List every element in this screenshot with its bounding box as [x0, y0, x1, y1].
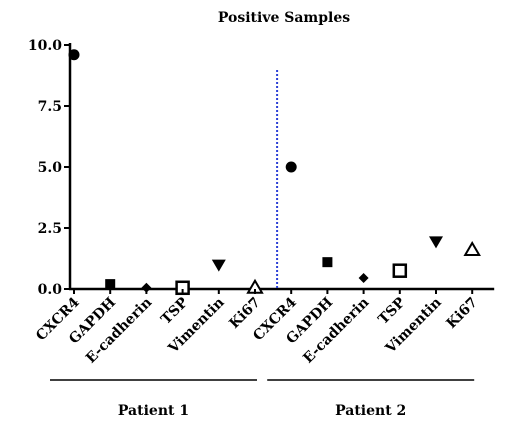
y-tick-label: 5.0: [38, 160, 63, 176]
data-points: [68, 49, 481, 296]
y-tick-label: 10.0: [28, 38, 62, 54]
axes: [68, 43, 495, 291]
y-ticks: 0.0 2.5 5.0 7.5 10.0: [28, 38, 70, 298]
point-tsp-p2: [392, 263, 408, 278]
category-label: Ki67: [444, 295, 481, 332]
point-gapdh-p2: [322, 257, 333, 268]
point-ki67-p2: [463, 240, 481, 256]
y-tick-label: 2.5: [38, 221, 62, 237]
group-label: Patient 2: [335, 403, 406, 419]
point-cxcr4-p2: [285, 161, 297, 173]
point-gapdh-p1: [105, 279, 116, 290]
point-vimentin-p2: [429, 236, 443, 249]
point-e-cadherin-p2: [358, 273, 369, 284]
y-tick-label: 0.0: [38, 282, 63, 298]
group-label: Patient 1: [118, 403, 189, 419]
point-vimentin-p1: [211, 259, 226, 272]
chart-title: Positive Samples: [218, 10, 350, 26]
point-cxcr4-p1: [68, 49, 80, 61]
point-e-cadherin-p1: [141, 282, 152, 293]
group-labels: Patient 1 Patient 2: [50, 379, 475, 419]
y-tick-label: 7.5: [38, 99, 62, 115]
